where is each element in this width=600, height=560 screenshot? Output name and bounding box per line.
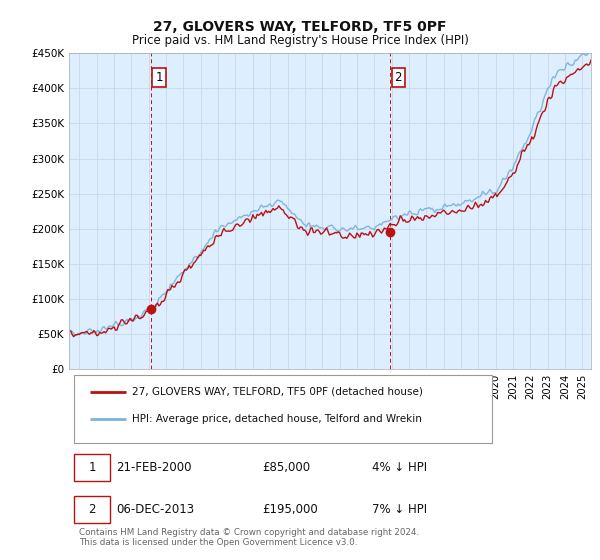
Text: HPI: Average price, detached house, Telford and Wrekin: HPI: Average price, detached house, Telf… (131, 414, 422, 424)
Text: 27, GLOVERS WAY, TELFORD, TF5 0PF: 27, GLOVERS WAY, TELFORD, TF5 0PF (153, 20, 447, 34)
Text: 06-DEC-2013: 06-DEC-2013 (116, 503, 194, 516)
FancyBboxPatch shape (74, 455, 110, 482)
Text: 2: 2 (395, 71, 402, 84)
Text: 4% ↓ HPI: 4% ↓ HPI (372, 461, 427, 474)
Text: £195,000: £195,000 (262, 503, 318, 516)
Text: Price paid vs. HM Land Registry's House Price Index (HPI): Price paid vs. HM Land Registry's House … (131, 34, 469, 46)
Text: Contains HM Land Registry data © Crown copyright and database right 2024.
This d: Contains HM Land Registry data © Crown c… (79, 528, 419, 547)
Text: £85,000: £85,000 (262, 461, 310, 474)
FancyBboxPatch shape (74, 496, 110, 522)
Text: 2: 2 (88, 503, 96, 516)
Text: 7% ↓ HPI: 7% ↓ HPI (372, 503, 427, 516)
Text: 1: 1 (155, 71, 163, 84)
Text: 27, GLOVERS WAY, TELFORD, TF5 0PF (detached house): 27, GLOVERS WAY, TELFORD, TF5 0PF (detac… (131, 386, 422, 396)
Text: 21-FEB-2000: 21-FEB-2000 (116, 461, 191, 474)
Text: 1: 1 (88, 461, 96, 474)
FancyBboxPatch shape (74, 375, 492, 443)
